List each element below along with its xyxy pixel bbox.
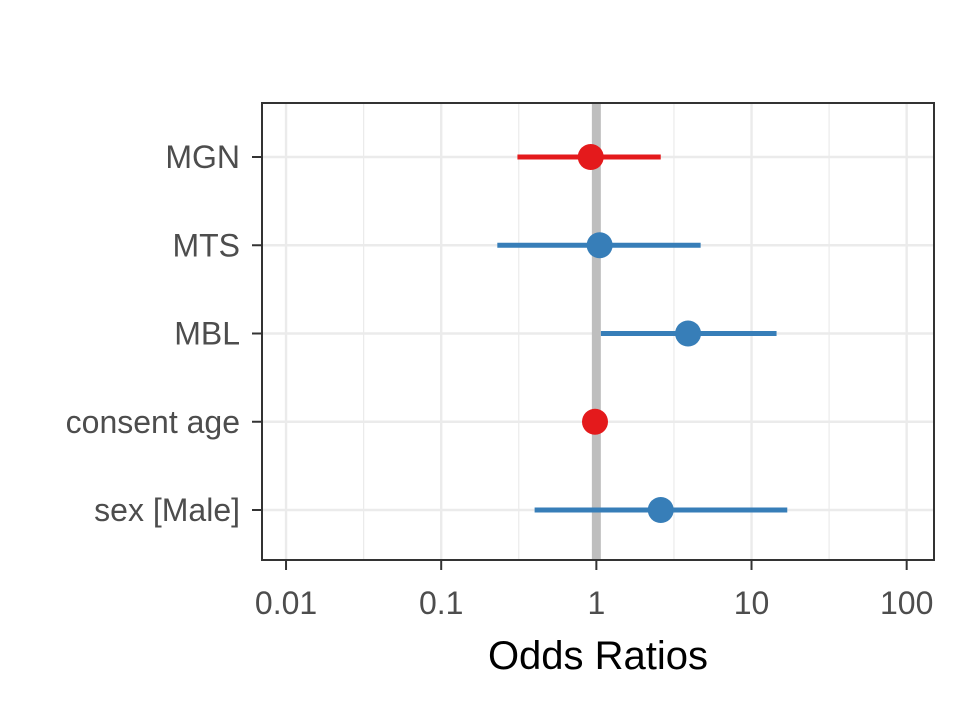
x-axis: 0.01 0.1 1 10 100	[255, 560, 933, 621]
y-tick-label: MBL	[174, 316, 240, 352]
y-axis: MGN MTS MBL consent age sex [Male]	[66, 139, 262, 528]
x-tick-label: 100	[880, 585, 933, 621]
point-estimates	[577, 144, 702, 523]
point-estimate	[581, 408, 608, 435]
point-estimate	[586, 232, 613, 259]
x-tick-label: 0.1	[419, 585, 463, 621]
point-estimate	[647, 497, 674, 523]
y-tick-label: MGN	[165, 139, 240, 175]
x-tick-label: 0.01	[255, 585, 317, 621]
point-estimate	[577, 144, 604, 170]
x-tick-label: 1	[587, 585, 605, 621]
point-estimate	[675, 320, 702, 347]
x-tick-label: 10	[734, 585, 770, 621]
x-axis-title: Odds Ratios	[488, 634, 708, 678]
panel-border	[261, 102, 935, 561]
y-tick-label: consent age	[66, 404, 240, 440]
y-tick-label: MTS	[172, 227, 240, 263]
y-tick-label: sex [Male]	[94, 492, 240, 528]
